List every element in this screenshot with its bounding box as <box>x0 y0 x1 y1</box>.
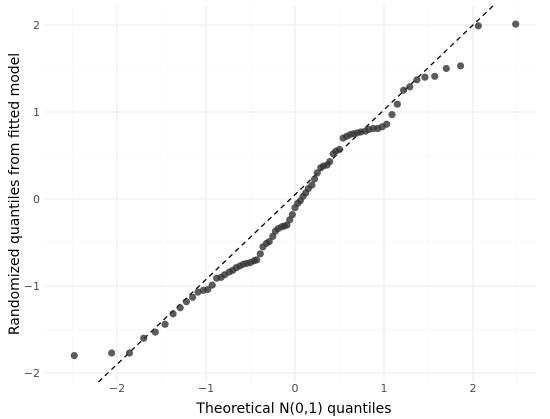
data-point <box>125 349 134 357</box>
data-point <box>182 298 191 306</box>
x-tick-label: 0 <box>292 382 299 395</box>
y-tick-label: 2 <box>33 19 40 32</box>
data-point <box>253 256 261 264</box>
data-points <box>70 20 520 360</box>
x-tick-label: 1 <box>381 382 388 395</box>
data-point <box>335 145 344 154</box>
data-point <box>413 76 421 84</box>
y-tick-label: −1 <box>24 280 40 293</box>
data-point <box>208 281 216 289</box>
tick-labels: −2 −1 0 1 2 −2 −1 0 1 2 <box>24 19 477 395</box>
y-tick-label: −2 <box>24 367 40 380</box>
data-point <box>399 86 408 94</box>
data-point <box>108 349 116 357</box>
data-point <box>456 62 465 70</box>
data-point <box>161 320 169 328</box>
data-point <box>406 83 414 91</box>
x-tick-label: 2 <box>470 382 477 395</box>
data-point <box>256 250 264 258</box>
data-point <box>151 328 159 336</box>
reference-line-dashed <box>97 5 494 383</box>
data-point <box>512 20 520 28</box>
y-tick-label: 1 <box>33 106 40 119</box>
data-point <box>310 175 319 183</box>
data-point <box>388 111 396 119</box>
data-point <box>383 120 391 128</box>
data-point <box>313 169 321 177</box>
data-point <box>421 73 429 81</box>
x-axis-title: Theoretical N(0,1) quantiles <box>195 401 391 417</box>
data-point <box>176 304 184 312</box>
data-point <box>431 72 439 80</box>
reference-line <box>97 5 494 383</box>
x-tick-label: −1 <box>198 382 214 395</box>
y-axis-title: Randomized quantiles from fitted model <box>7 53 23 335</box>
data-point <box>189 293 197 301</box>
data-point <box>326 157 334 166</box>
data-point <box>308 181 316 189</box>
data-point <box>288 211 296 219</box>
data-point <box>474 22 482 30</box>
data-point <box>393 100 401 108</box>
data-point <box>169 310 177 318</box>
data-point <box>442 64 450 73</box>
data-point <box>70 352 78 360</box>
y-tick-label: 0 <box>33 193 40 206</box>
data-point <box>204 285 212 294</box>
data-point <box>265 238 273 246</box>
data-point <box>140 334 148 342</box>
grid <box>44 6 536 382</box>
x-tick-label: −2 <box>109 382 125 395</box>
